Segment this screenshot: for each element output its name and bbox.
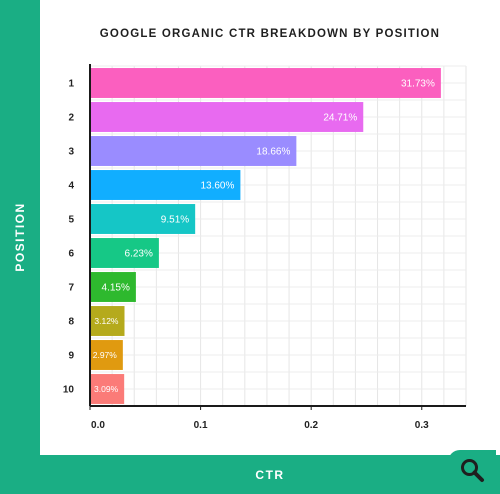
chart-title: GOOGLE ORGANIC CTR BREAKDOWN BY POSITION [99, 28, 441, 40]
bar-9 [90, 340, 123, 370]
bar-4 [90, 170, 241, 200]
y-axis-band: POSITION [0, 0, 40, 494]
y-tick-label: 6 [68, 249, 74, 260]
bar-value-label: 31.73% [401, 79, 435, 90]
bar-value-label: 9.51% [161, 215, 189, 226]
bar-value-label: 3.09% [94, 384, 119, 394]
x-tick-label: 0.1 [194, 420, 208, 431]
bar-10 [90, 374, 125, 404]
y-tick-label: 5 [68, 215, 74, 226]
y-tick-label: 3 [68, 147, 74, 158]
x-axis-label: CTR [255, 467, 285, 482]
bar-value-label: 18.66% [256, 147, 290, 158]
bar-value-label: 13.60% [200, 181, 234, 192]
bar-value-label: 2.97% [93, 350, 118, 360]
x-tick-label: 0.2 [304, 420, 318, 431]
x-axis-band: CTR [40, 455, 500, 494]
bar-8 [90, 306, 125, 336]
bar-1 [90, 68, 441, 98]
bar-value-label: 24.71% [323, 113, 357, 124]
bar-5 [90, 204, 196, 234]
bar-2 [90, 102, 364, 132]
bar-3 [90, 136, 297, 166]
bar-6 [90, 238, 159, 268]
x-tick-label: 0.0 [91, 420, 105, 431]
bar-value-label: 3.12% [94, 316, 119, 326]
y-tick-label: 9 [68, 351, 74, 362]
y-tick-label: 7 [68, 283, 74, 294]
magnifier-icon [461, 459, 484, 482]
x-tick-label: 0.3 [415, 420, 429, 431]
bar-value-label: 4.15% [102, 283, 130, 294]
y-tick-label: 8 [68, 317, 74, 328]
y-tick-label: 4 [68, 181, 74, 192]
y-tick-label: 10 [63, 385, 75, 396]
magnifier-button[interactable] [448, 450, 496, 490]
bar-7 [90, 272, 136, 302]
y-tick-label: 1 [68, 79, 74, 90]
y-tick-label: 2 [68, 113, 74, 124]
bar-value-label: 6.23% [125, 249, 153, 260]
